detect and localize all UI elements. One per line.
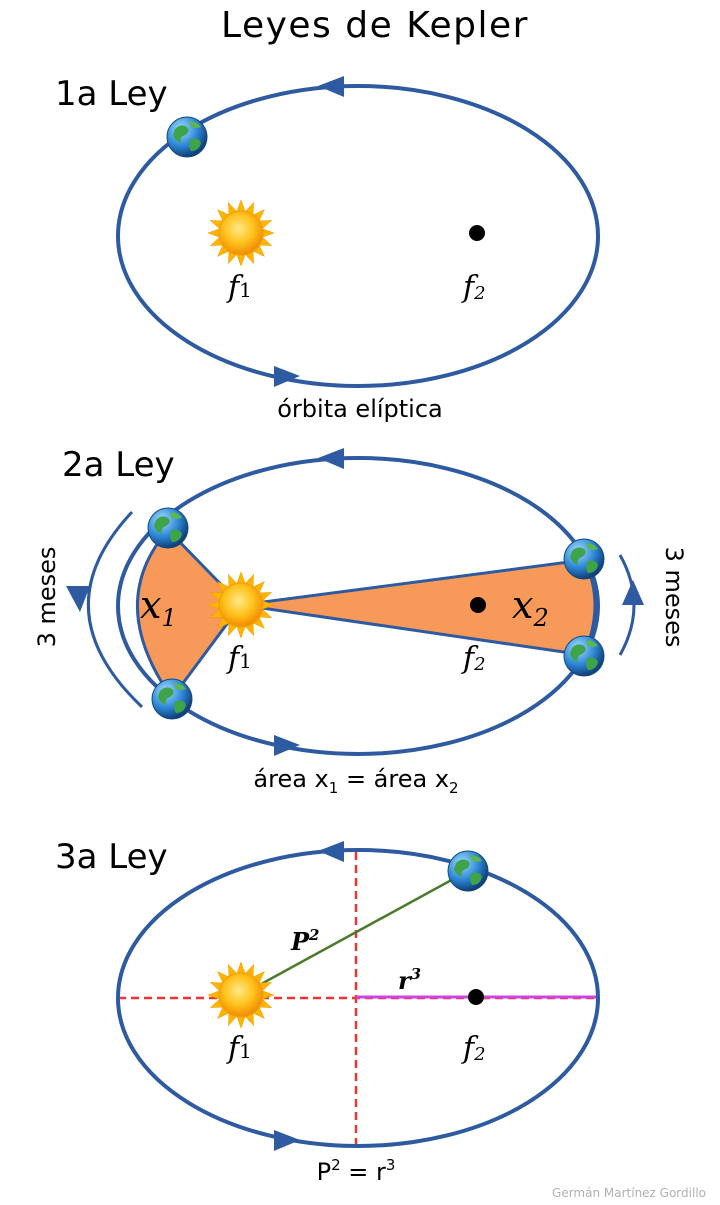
law3-f1-label: f1 [226,1031,252,1066]
law1-earth-icon [166,116,208,158]
law2-earth-icon-4 [563,635,605,677]
law3-focus2-dot [468,989,484,1005]
law2-f2-label: f2 [461,641,486,676]
law1-sun-icon [207,199,275,267]
law1-orbit-arrow-top [318,76,344,97]
law2-earth-icon-1 [147,507,189,549]
law1-f1-label: f1 [226,270,252,305]
law2-x1-label: x1 [140,583,177,632]
page-title: Leyes de Kepler [221,5,529,46]
law3-earth-icon [447,850,489,892]
law2-x2-label: x2 [512,583,549,632]
law1-panel: 1a Ley f1 f2 órbita elíptica [55,74,600,423]
law2-left-arc-arrow [66,586,90,612]
law1-orbit [116,84,600,388]
law3-orbit-arrow-top [318,841,344,862]
law1-f2-label: f2 [461,270,486,305]
law2-orbit-arrow-bottom [274,735,300,756]
law2-f1-label: f1 [226,641,252,676]
author-credit: Germán Martínez Gordillo [552,1186,706,1200]
law3-p-label: P2 [290,926,319,956]
law1-orbit-arrow-bottom [274,366,300,387]
law3-f2-label: f2 [461,1031,486,1066]
law3-sun-icon [207,961,275,1029]
law2-earth-icon-2 [151,678,193,720]
law2-right-duration: 3 meses [660,547,688,648]
law2-earth-icon-3 [563,538,605,580]
law3-caption: P2 = r3 [317,1156,396,1186]
law3-panel: 3a Ley P2 r3 f1 f2 P2 = r3 [55,837,600,1186]
law2-orbit [116,456,600,756]
law2-left-arc [87,510,144,709]
law1-caption: órbita elíptica [277,395,443,423]
law2-orbit-arrow-top [318,448,344,469]
law2-heading: 2a Ley [62,445,175,485]
law3-r-label: r3 [398,965,421,995]
law2-right-arc-arrow [622,580,644,605]
law2-left-duration: 3 meses [33,547,61,648]
law3-orbit-arrow-bottom [274,1130,300,1151]
law3-heading: 3a Ley [55,837,168,877]
law3-orbit [116,848,600,1148]
law2-focus2-dot [470,597,486,613]
law2-caption: área x1 = área x2 [253,765,458,797]
law2-panel: 2a Ley x1 x2 f1 f2 3 meses 3 meses área … [33,445,688,797]
law3-radius-line [240,869,469,997]
law1-focus2-dot [469,225,485,241]
law1-heading: 1a Ley [55,74,168,114]
law2-sun-icon [207,571,275,639]
